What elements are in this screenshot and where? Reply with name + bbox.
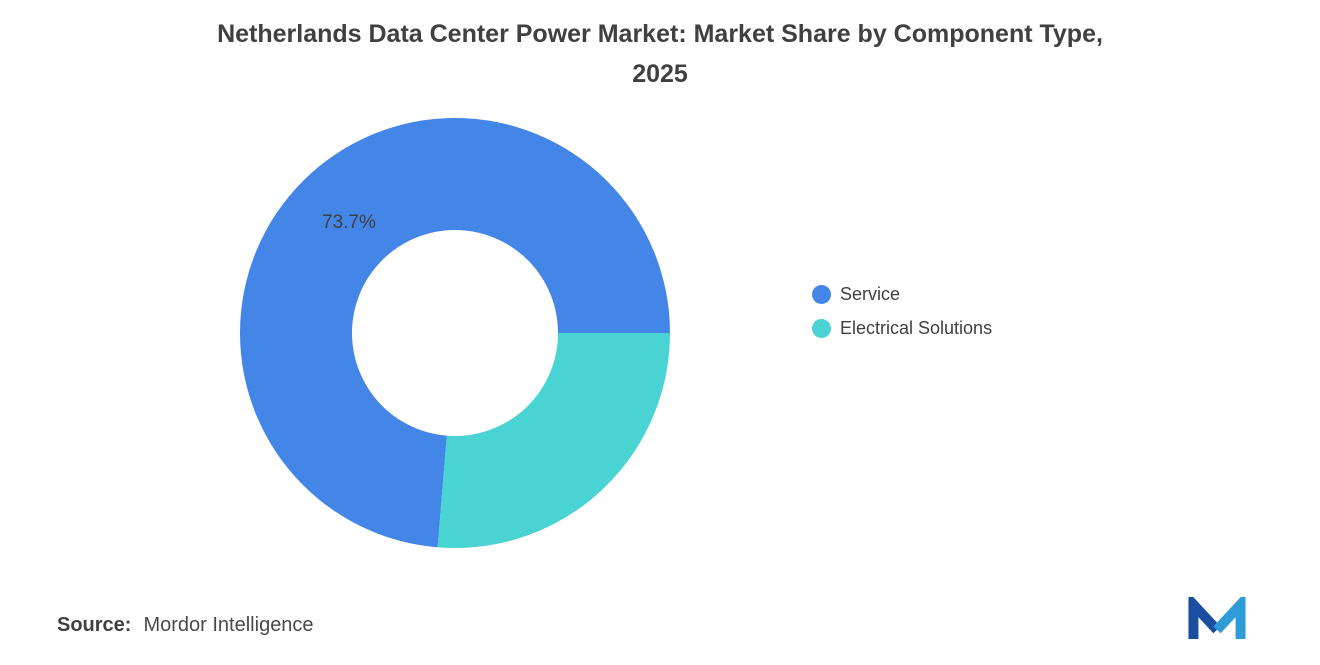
legend-swatch (812, 285, 831, 304)
source-label: Source: (57, 614, 132, 636)
legend-label: Service (840, 284, 901, 304)
chart-legend: Service Electrical Solutions (812, 284, 992, 352)
source-attribution: Source: Mordor Intelligence (57, 614, 314, 637)
source-value: Mordor Intelligence (143, 614, 314, 636)
chart-title-line1: Netherlands Data Center Power Market: Ma… (217, 20, 1103, 48)
legend-swatch (812, 319, 831, 338)
slice-data-label: 73.7% (322, 212, 376, 233)
donut-chart: 73.7% (240, 118, 670, 548)
donut-hole (352, 230, 558, 436)
legend-item-electrical-solutions: Electrical Solutions (812, 318, 992, 339)
legend-item-service: Service (812, 284, 992, 305)
mordor-intelligence-logo (1188, 597, 1246, 639)
chart-title-line2: 2025 (632, 60, 688, 88)
legend-label: Electrical Solutions (840, 318, 993, 338)
chart-title: Netherlands Data Center Power Market: Ma… (0, 14, 1320, 94)
